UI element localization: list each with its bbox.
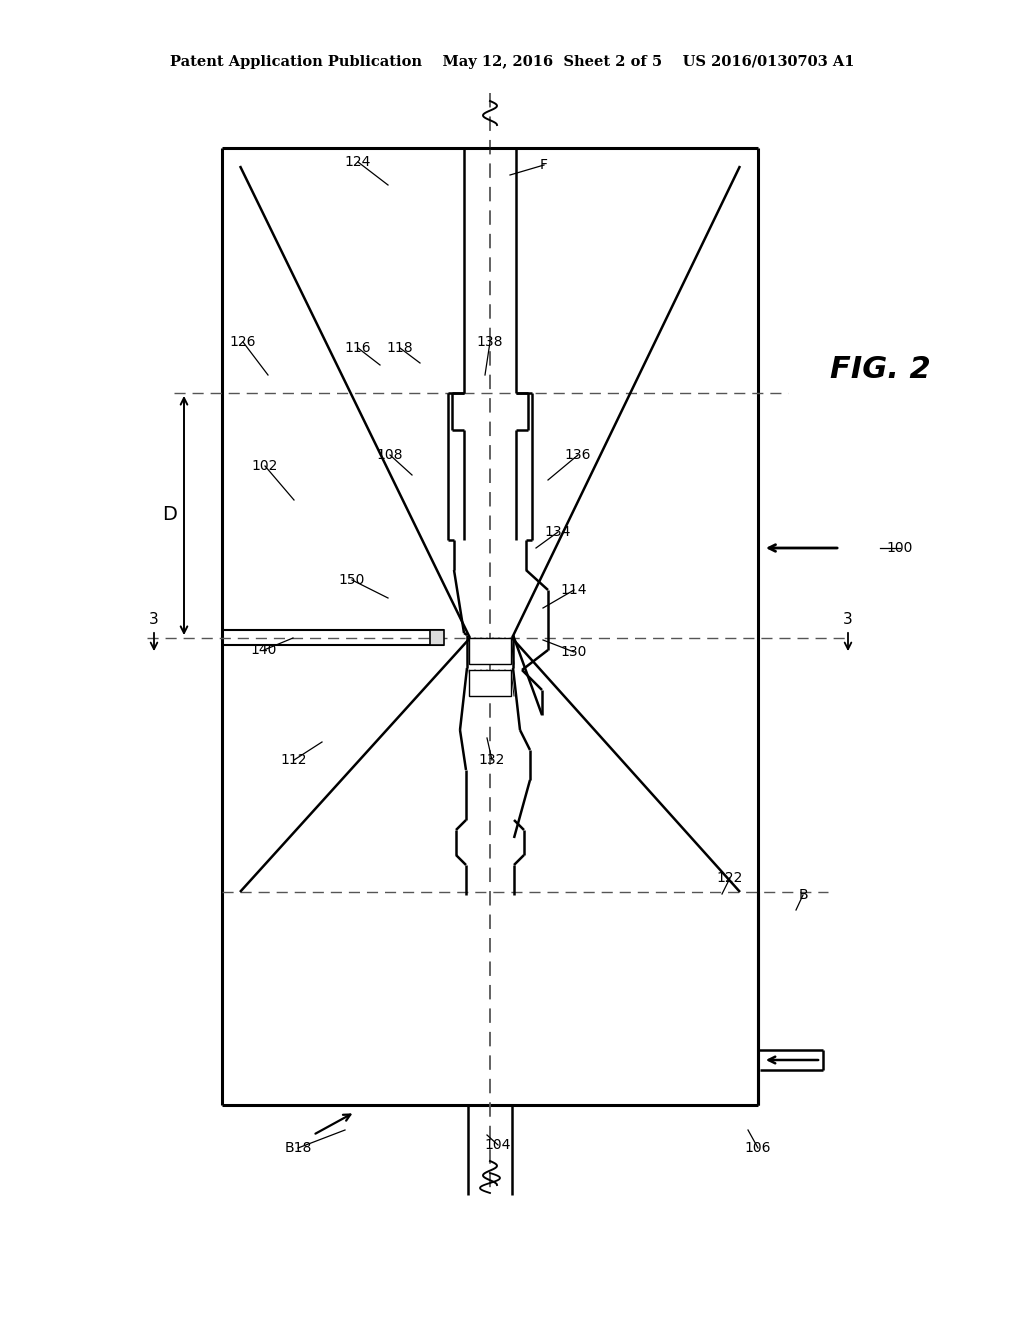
Text: B: B: [798, 888, 808, 902]
Text: 3: 3: [150, 612, 159, 627]
Bar: [469, 638, 511, 664]
Text: 116: 116: [345, 341, 372, 355]
Text: 104: 104: [484, 1138, 511, 1152]
Text: 126: 126: [229, 335, 256, 348]
Text: 102: 102: [252, 459, 279, 473]
Text: 134: 134: [545, 525, 571, 539]
Bar: [469, 671, 511, 696]
Text: Patent Application Publication    May 12, 2016  Sheet 2 of 5    US 2016/0130703 : Patent Application Publication May 12, 2…: [170, 55, 854, 69]
Text: 138: 138: [477, 335, 503, 348]
Text: 132: 132: [479, 752, 505, 767]
Bar: [430, 630, 444, 645]
Text: 150: 150: [339, 573, 366, 587]
Text: 140: 140: [251, 643, 278, 657]
Text: F: F: [540, 158, 548, 172]
Text: 118: 118: [387, 341, 414, 355]
Text: 114: 114: [561, 583, 587, 597]
Text: 106: 106: [744, 1140, 771, 1155]
Text: 130: 130: [561, 645, 587, 659]
Text: B18: B18: [285, 1140, 311, 1155]
Text: 136: 136: [565, 447, 591, 462]
Text: 124: 124: [345, 154, 371, 169]
Text: 112: 112: [281, 752, 307, 767]
Text: 122: 122: [717, 871, 743, 884]
Text: 108: 108: [377, 447, 403, 462]
Text: 100: 100: [887, 541, 913, 554]
Text: FIG. 2: FIG. 2: [829, 355, 931, 384]
Text: D: D: [163, 506, 177, 524]
Text: 3: 3: [843, 612, 853, 627]
